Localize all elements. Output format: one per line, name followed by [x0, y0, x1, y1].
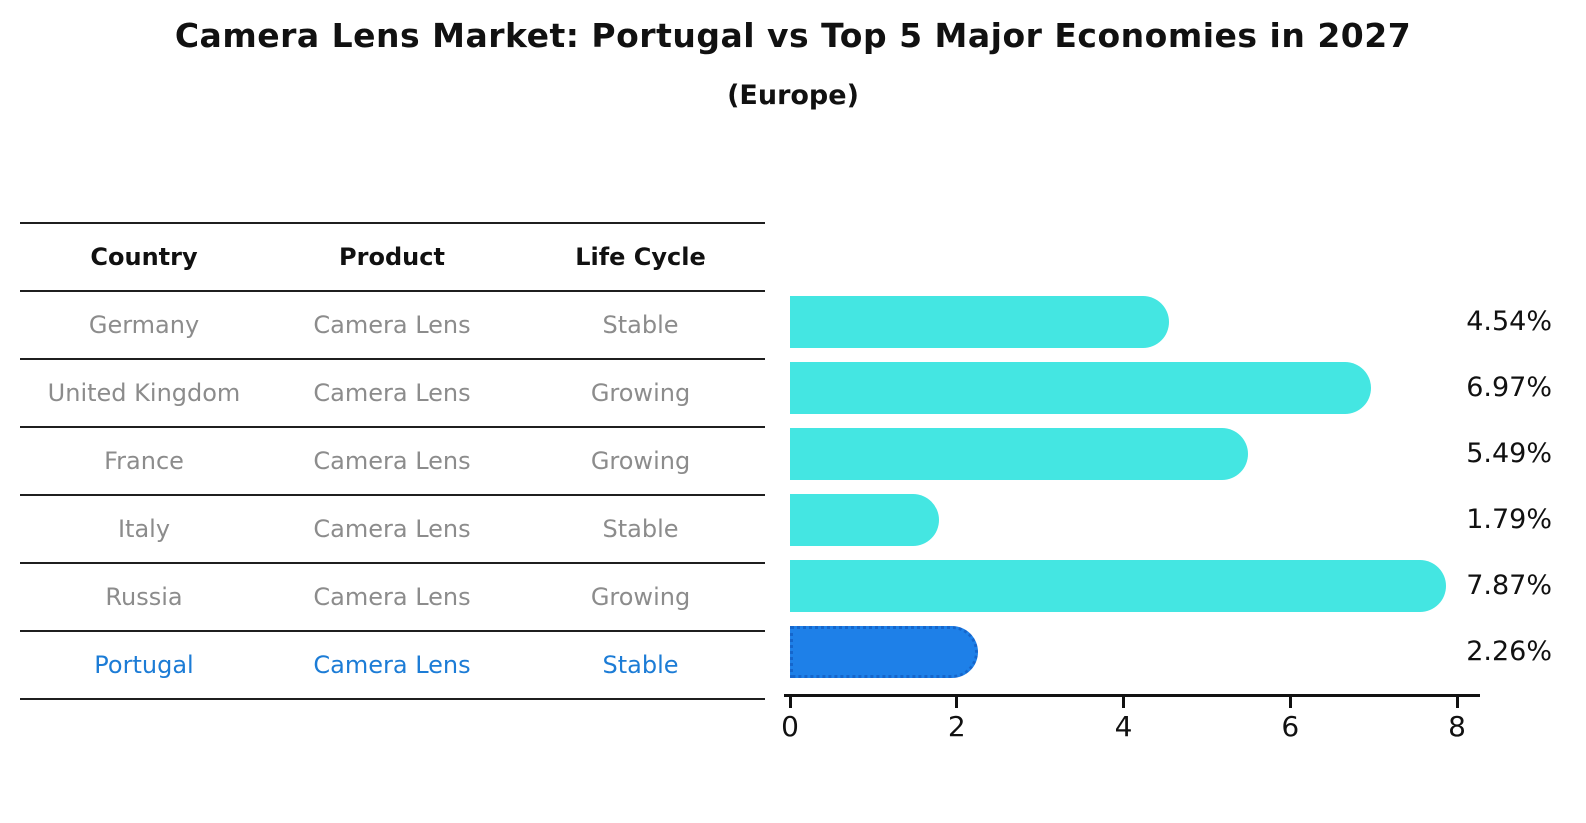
- cell-country: Germany: [88, 311, 200, 339]
- value-label-russia: 7.87%: [1466, 570, 1552, 601]
- x-axis-tick-label-8: 8: [1448, 710, 1466, 743]
- bar-portugal: [790, 626, 979, 678]
- cell-product: Camera Lens: [313, 583, 471, 611]
- bar-germany: [790, 296, 1169, 348]
- cell-life-cycle: Growing: [590, 447, 691, 475]
- cell-country: Russia: [105, 583, 183, 611]
- value-label-united-kingdom: 6.97%: [1466, 372, 1552, 403]
- table-row-russia: Russia Camera Lens Growing: [20, 564, 765, 632]
- value-label-portugal: 2.26%: [1466, 636, 1552, 667]
- x-axis-tick-label-4: 4: [1114, 710, 1133, 743]
- cell-life-cycle: Growing: [590, 379, 691, 407]
- x-axis-tick-0: [788, 697, 792, 708]
- cell-life-cycle: Stable: [602, 515, 679, 543]
- bar-russia: [790, 560, 1447, 612]
- x-axis-tick-8: [1455, 697, 1459, 708]
- column-header-life-cycle: Life Cycle: [575, 243, 706, 271]
- cell-country: Italy: [117, 515, 171, 543]
- table-row-germany: Germany Camera Lens Stable: [20, 292, 765, 360]
- cell-country: France: [104, 447, 184, 475]
- x-axis-tick-2: [955, 697, 959, 708]
- value-label-germany: 4.54%: [1466, 306, 1552, 337]
- table-row-portugal: Portugal Camera Lens Stable: [20, 632, 765, 700]
- cell-country: United Kingdom: [47, 379, 241, 407]
- cell-product: Camera Lens: [313, 651, 471, 679]
- cell-product: Camera Lens: [313, 447, 471, 475]
- table-header-row: Country Product Life Cycle: [20, 222, 765, 292]
- x-axis-tick-label-0: 0: [781, 710, 799, 743]
- bar-italy: [790, 494, 940, 546]
- cell-product: Camera Lens: [313, 379, 471, 407]
- x-axis-tick-4: [1122, 697, 1125, 708]
- x-axis-tick-6: [1288, 697, 1292, 708]
- x-axis-tick-label-6: 6: [1281, 710, 1300, 743]
- x-axis-line: [784, 694, 1480, 697]
- value-label-italy: 1.79%: [1466, 504, 1552, 535]
- cell-life-cycle: Stable: [602, 651, 679, 679]
- bar-france: [790, 428, 1248, 480]
- cell-product: Camera Lens: [313, 515, 471, 543]
- table-row-united-kingdom: United Kingdom Camera Lens Growing: [20, 360, 765, 428]
- x-axis-tick-label-2: 2: [947, 710, 966, 743]
- value-label-france: 5.49%: [1466, 438, 1552, 469]
- chart-subtitle: (Europe): [727, 80, 859, 111]
- column-header-country: Country: [90, 243, 198, 271]
- cell-country: Portugal: [94, 651, 194, 679]
- cell-life-cycle: Stable: [602, 311, 679, 339]
- country-table: Country Product Life Cycle Germany Camera…: [20, 222, 765, 700]
- table-row-italy: Italy Camera Lens Stable: [20, 496, 765, 564]
- cell-life-cycle: Growing: [590, 583, 691, 611]
- bar-united-kingdom: [790, 362, 1372, 414]
- cell-product: Camera Lens: [313, 311, 471, 339]
- chart-title: Camera Lens Market: Portugal vs Top 5 Ma…: [174, 16, 1412, 55]
- table-row-france: France Camera Lens Growing: [20, 428, 765, 496]
- column-header-product: Product: [339, 243, 445, 271]
